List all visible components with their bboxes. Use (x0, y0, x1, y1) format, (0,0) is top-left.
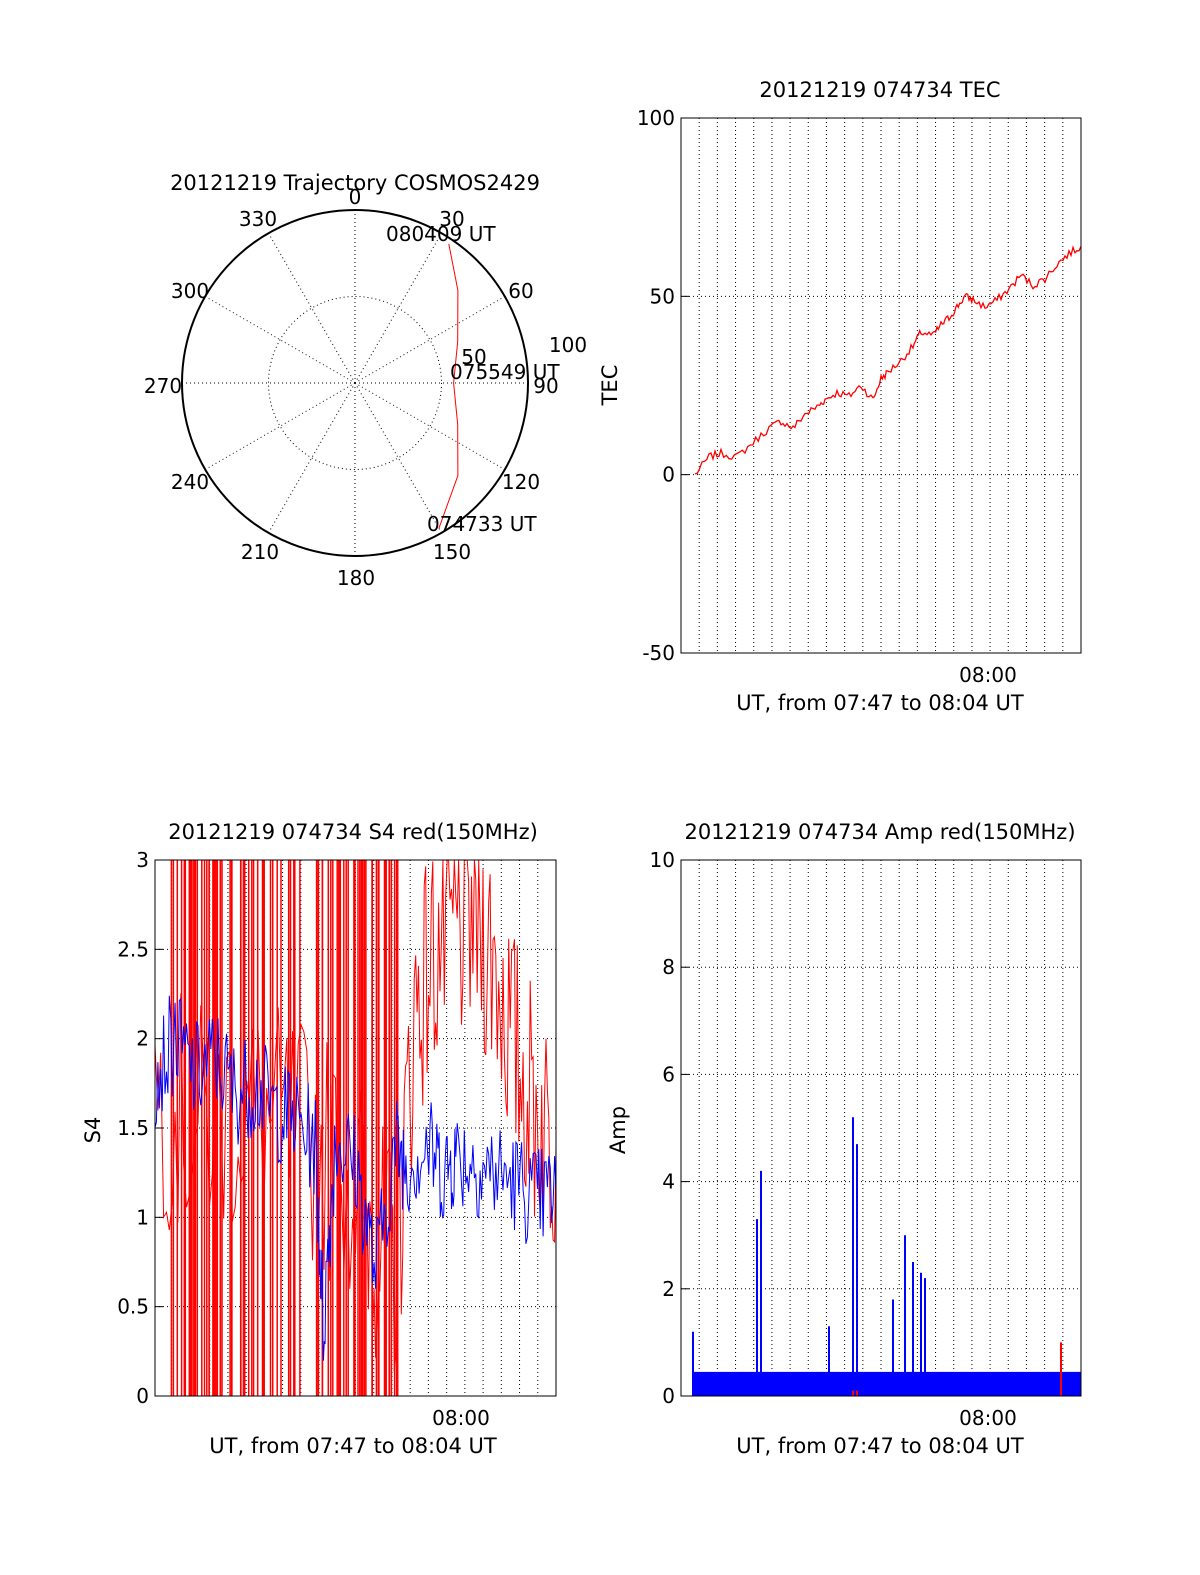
trajectory-end-label: 080409 UT (386, 222, 496, 246)
trajectory-mid-label: 075549 UT (450, 360, 560, 384)
angle-label: 330 (239, 207, 277, 231)
amp-y-ticks: 0 2 4 6 8 10 (650, 848, 689, 1408)
s4-x-label: UT, from 07:47 to 08:04 UT (209, 1434, 497, 1458)
y-tick-label: 2.5 (117, 937, 149, 961)
y-tick-label: 100 (637, 106, 675, 130)
amp-y-label: Amp (606, 1106, 630, 1154)
s4-x-tick-label: 08:00 (432, 1406, 490, 1430)
y-tick-label: 2 (662, 1277, 675, 1301)
s4-title: 20121219 074734 S4 red(150MHz) (168, 820, 538, 844)
radial-label: 50 (461, 345, 486, 369)
y-tick-label: 8 (662, 955, 675, 979)
y-tick-label: 4 (662, 1170, 675, 1194)
amp-grid (681, 860, 1081, 1396)
s4-y-ticks: 0 0.5 1 1.5 2 2.5 3 (117, 848, 163, 1408)
polar-grid-spoke (354, 382, 506, 470)
y-tick-label: 0 (662, 463, 675, 487)
s4-y-label: S4 (81, 1117, 105, 1144)
y-tick-label: 0 (136, 1384, 149, 1408)
y-tick-label: 3 (136, 848, 149, 872)
angle-label: 120 (502, 470, 540, 494)
angle-label: 150 (433, 540, 471, 564)
trajectory-polar-chart: 20121219 Trajectory COSMOS2429 0 30 60 9… (144, 171, 587, 590)
y-tick-label: 0.5 (117, 1295, 149, 1319)
polar-grid-spoke (354, 382, 442, 534)
amp-noise-band (693, 1371, 1081, 1396)
polar-grid-spoke (204, 296, 356, 384)
y-tick-label: 10 (650, 848, 675, 872)
amp-x-label: UT, from 07:47 to 08:04 UT (736, 1434, 1024, 1458)
y-tick-label: 6 (662, 1062, 675, 1086)
trajectory-start-label: 074733 UT (427, 512, 537, 536)
polar-grid-spoke (354, 296, 506, 384)
polar-grid-ring (268, 296, 442, 470)
s4-blue-series (154, 995, 557, 1361)
angle-label: 30 (439, 207, 464, 231)
tec-panel: 20121219 074734 TEC -50 0 50 100 08:00 UT, … (598, 78, 1082, 715)
angle-label: 60 (508, 279, 533, 303)
amp-panel: 20121219 074734 Amp red(150MHz) 0246810 … (606, 820, 1082, 1458)
y-tick-label: -50 (642, 641, 675, 665)
polar-grid-spoke (354, 232, 442, 384)
polar-angle-labels: 0 30 60 90 120 150 180 210 240 270 300 3… (144, 185, 587, 590)
polar-grid-spoke (268, 382, 356, 534)
tec-y-label: TEC (598, 365, 622, 407)
amp-plot-frame (680, 859, 1082, 1397)
tec-title: 20121219 074734 TEC (759, 78, 1000, 102)
trajectory-line (438, 243, 459, 529)
tec-x-label: UT, from 07:47 to 08:04 UT (736, 691, 1024, 715)
y-tick-label: 2 (136, 1027, 149, 1051)
amp-title: 20121219 074734 Amp red(150MHz) (684, 820, 1075, 844)
angle-label: 180 (337, 566, 375, 590)
angle-label: 240 (171, 470, 209, 494)
angle-label: 0 (349, 185, 362, 209)
y-tick-label: 1.5 (117, 1116, 149, 1140)
tec-plot-frame (680, 117, 1082, 654)
amp-x-tick-label: 08:00 (959, 1406, 1017, 1430)
polar-title: 20121219 Trajectory COSMOS2429 (170, 171, 540, 195)
s4-panel: 20121219 074734 S4 red(150MHz) 0 0.5 1 1.5 2… (81, 820, 557, 1458)
angle-label: 270 (144, 374, 182, 398)
tec-x-tick-label: 08:00 (959, 663, 1017, 687)
tec-y-ticks: -50 0 50 100 (637, 106, 689, 665)
y-tick-label: 1 (136, 1205, 149, 1229)
amp-red-series (852, 1342, 1062, 1396)
y-tick-label: 0 (662, 1384, 675, 1408)
tec-grid (681, 118, 1081, 653)
angle-label: 300 (171, 279, 209, 303)
polar-grid-spoke (204, 382, 356, 470)
angle-label: 90 (533, 374, 558, 398)
y-tick-label: 50 (650, 284, 675, 308)
polar-grid-spoke (268, 232, 356, 384)
polar-grid (182, 210, 528, 556)
amp-blue-series (692, 1117, 926, 1396)
tec-series (694, 245, 1082, 475)
polar-outer-ring (181, 209, 529, 557)
radial-label: 100 (549, 333, 587, 357)
angle-label: 210 (241, 540, 279, 564)
